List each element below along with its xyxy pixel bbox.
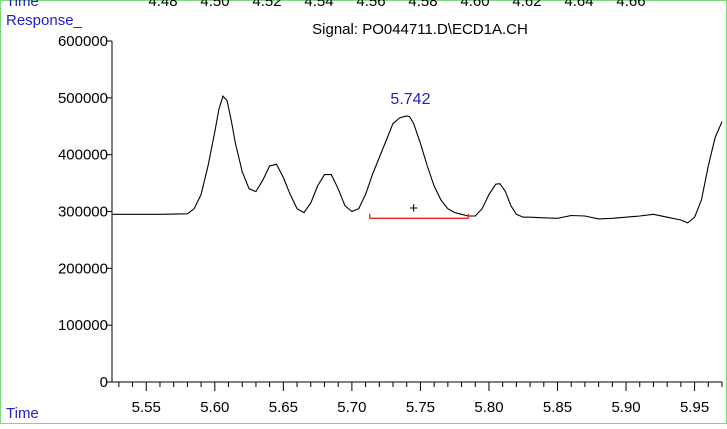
top-strip-time-label: Time: [6, 0, 39, 10]
top-strip-ticks: 4.48 4.50 4.52 4.54 4.56 4.58 4.60 4.62 4.64 4.66: [148, 0, 645, 10]
x-tick-label: 5.75: [406, 399, 435, 416]
y-tick-label: 100000: [58, 317, 108, 334]
x-tick-label: 5.60: [200, 399, 229, 416]
y-tick-label: 600000: [58, 33, 108, 50]
y-axis-ticks: 0 100000 200000 300000 400000 500000 600000: [58, 33, 112, 391]
top-strip-tick-label: 4.50: [200, 0, 229, 10]
peak-label: 5.742: [390, 91, 430, 108]
top-strip-tick-label: 4.48: [148, 0, 177, 10]
x-tick-label: 5.80: [474, 399, 503, 416]
top-strip-tick-label: 4.58: [408, 0, 437, 10]
x-tick-label: 5.55: [132, 399, 161, 416]
top-strip-tick-label: 4.52: [252, 0, 281, 10]
top-strip-tick-label: 4.66: [616, 0, 645, 10]
integration-baseline: [369, 213, 470, 219]
chart-title: Signal: PO044711.D\ECD1A.CH: [312, 21, 528, 38]
x-axis-ticks: 5.55 5.60 5.65 5.70 5.75 5.80 5.85 5.90 5.95: [118, 382, 723, 416]
x-tick-label: 5.65: [269, 399, 298, 416]
y-tick-label: 200000: [58, 260, 108, 277]
top-strip-tick-label: 4.54: [304, 0, 333, 10]
top-strip-tick-label: 4.56: [356, 0, 385, 10]
x-tick-label: 5.95: [680, 399, 709, 416]
y-tick-label: 300000: [58, 204, 108, 221]
y-tick-label: 500000: [58, 90, 108, 107]
x-tick-label: 5.70: [337, 399, 366, 416]
top-strip-tick-label: 4.60: [460, 0, 489, 10]
y-tick-label: 0: [100, 374, 108, 391]
y-tick-label: 400000: [58, 147, 108, 164]
centroid-marker: +: [409, 200, 418, 217]
x-axis-label: Time: [6, 405, 39, 422]
y-axis-label: Response_: [6, 12, 83, 29]
top-strip-tick-label: 4.62: [512, 0, 541, 10]
top-strip-tick-label: 4.64: [564, 0, 593, 10]
x-tick-label: 5.85: [543, 399, 572, 416]
x-tick-label: 5.90: [611, 399, 640, 416]
series-line-signal: [112, 95, 723, 224]
